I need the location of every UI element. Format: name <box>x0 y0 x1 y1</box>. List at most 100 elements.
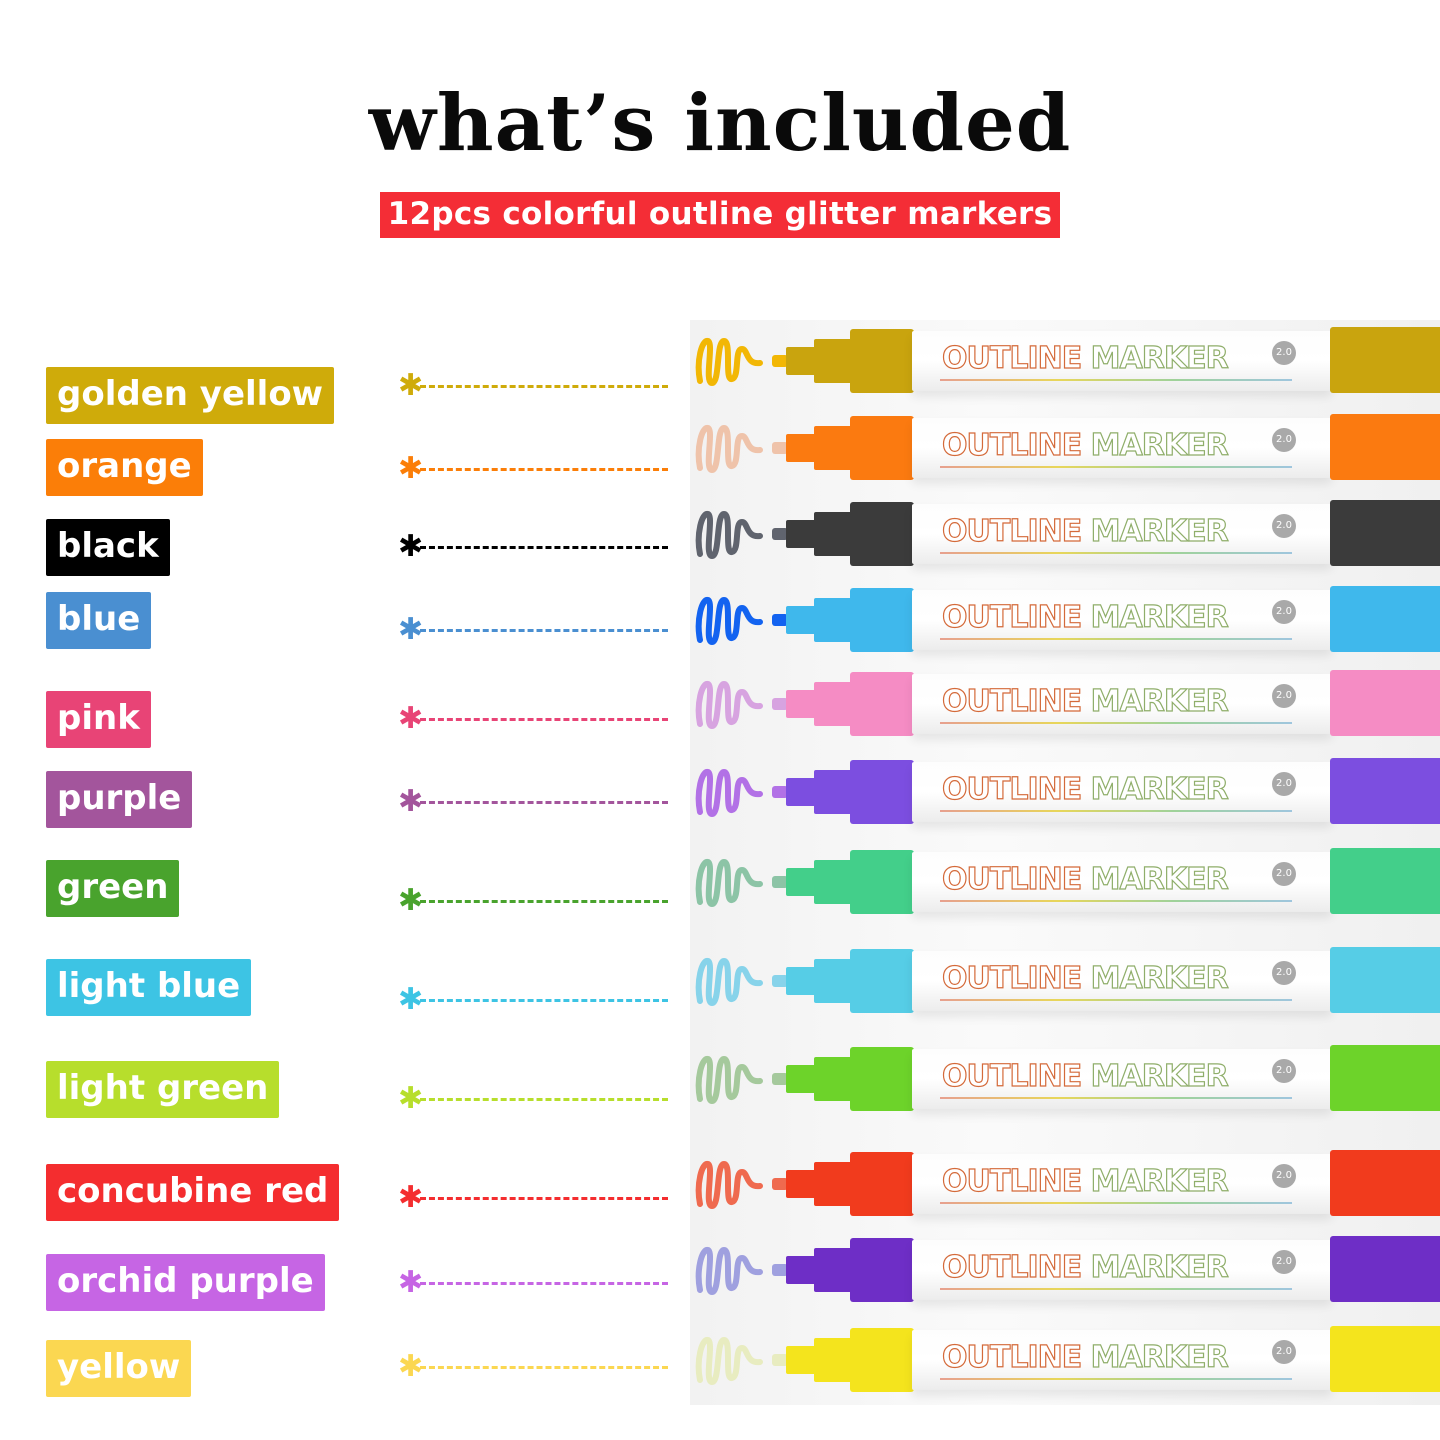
leader-line: ✱ <box>398 1084 668 1114</box>
asterisk-icon: ✱ <box>398 1349 424 1384</box>
color-label: orchid purple <box>46 1254 325 1311</box>
marker-cap <box>1330 1326 1440 1392</box>
color-label: golden yellow <box>46 367 335 424</box>
marker-nib <box>786 690 816 718</box>
color-label: black <box>46 519 170 576</box>
marker-tip <box>772 975 788 987</box>
marker-pen: OUTLINE MARKER 2.0 <box>690 1148 1440 1228</box>
marker-barrel: OUTLINE MARKER 2.0 <box>912 951 1332 1011</box>
marker-barrel: OUTLINE MARKER 2.0 <box>912 1049 1332 1109</box>
marker-brand-text: OUTLINE MARKER <box>941 1058 1229 1094</box>
tip-size-badge: 2.0 <box>1272 1340 1296 1364</box>
leader-line: ✱ <box>398 371 668 401</box>
ink-scribble-icon <box>695 1246 763 1296</box>
color-label: concubine red <box>46 1164 340 1221</box>
marker-nib <box>786 347 816 375</box>
tip-size-badge: 2.0 <box>1272 684 1296 708</box>
marker-cap <box>1330 947 1440 1013</box>
dashed-line <box>420 801 668 804</box>
marker-cap <box>1330 327 1440 393</box>
marker-cap <box>1330 758 1440 824</box>
marker-pen: OUTLINE MARKER 2.0 <box>690 584 1440 664</box>
leader-line: ✱ <box>398 1352 668 1382</box>
marker-brand-text: OUTLINE MARKER <box>941 427 1229 463</box>
dashed-line <box>420 1197 668 1200</box>
ink-scribble-icon <box>695 957 763 1007</box>
marker-tip <box>772 355 788 367</box>
marker-nib-holder <box>814 512 852 556</box>
marker-collar <box>850 588 914 652</box>
rainbow-rule <box>940 1288 1292 1290</box>
asterisk-icon: ✱ <box>398 368 424 403</box>
marker-nib <box>786 520 816 548</box>
marker-pen: OUTLINE MARKER 2.0 <box>690 945 1440 1025</box>
marker-cap <box>1330 1236 1440 1302</box>
tip-size-badge: 2.0 <box>1272 772 1296 796</box>
marker-brand-text: OUTLINE MARKER <box>941 960 1229 996</box>
dashed-line <box>420 1098 668 1101</box>
marker-cap <box>1330 500 1440 566</box>
leader-line: ✱ <box>398 704 668 734</box>
marker-pen: OUTLINE MARKER 2.0 <box>690 325 1440 405</box>
marker-cap <box>1330 670 1440 736</box>
marker-nib-holder <box>814 1338 852 1382</box>
marker-nib <box>786 778 816 806</box>
asterisk-icon: ✱ <box>398 451 424 486</box>
rainbow-rule <box>940 810 1292 812</box>
asterisk-icon: ✱ <box>398 529 424 564</box>
marker-nib-holder <box>814 1057 852 1101</box>
subtitle-banner: 12pcs colorful outline glitter markers <box>0 192 1440 238</box>
marker-tip <box>772 528 788 540</box>
marker-tip <box>772 1264 788 1276</box>
marker-collar <box>850 672 914 736</box>
marker-nib-holder <box>814 860 852 904</box>
subtitle: 12pcs colorful outline glitter markers <box>379 192 1061 238</box>
marker-brand-text: OUTLINE MARKER <box>941 1163 1229 1199</box>
marker-collar <box>850 502 914 566</box>
marker-barrel: OUTLINE MARKER 2.0 <box>912 762 1332 822</box>
dashed-line <box>420 1282 668 1285</box>
marker-barrel: OUTLINE MARKER 2.0 <box>912 1154 1332 1214</box>
marker-barrel: OUTLINE MARKER 2.0 <box>912 590 1332 650</box>
marker-brand-text: OUTLINE MARKER <box>941 861 1229 897</box>
ink-scribble-icon <box>695 510 763 560</box>
marker-nib <box>786 1065 816 1093</box>
marker-collar <box>850 850 914 914</box>
marker-nib-holder <box>814 1248 852 1292</box>
dashed-line <box>420 1366 668 1369</box>
marker-brand-text: OUTLINE MARKER <box>941 599 1229 635</box>
tip-size-badge: 2.0 <box>1272 341 1296 365</box>
marker-nib-holder <box>814 682 852 726</box>
color-label: green <box>46 860 180 917</box>
marker-collar <box>850 329 914 393</box>
marker-pen: OUTLINE MARKER 2.0 <box>690 412 1440 492</box>
leader-line: ✱ <box>398 1183 668 1213</box>
marker-barrel: OUTLINE MARKER 2.0 <box>912 852 1332 912</box>
rainbow-rule <box>940 722 1292 724</box>
marker-nib-holder <box>814 959 852 1003</box>
marker-photo: OUTLINE MARKER 2.0 OUTLINE MARKER 2.0 OU… <box>690 320 1440 1405</box>
color-label: purple <box>46 771 193 828</box>
color-label: yellow <box>46 1340 192 1397</box>
marker-brand-text: OUTLINE MARKER <box>941 771 1229 807</box>
ink-scribble-icon <box>695 1055 763 1105</box>
marker-nib <box>786 1256 816 1284</box>
dashed-line <box>420 999 668 1002</box>
color-label: light blue <box>46 959 252 1016</box>
marker-collar <box>850 1152 914 1216</box>
marker-barrel: OUTLINE MARKER 2.0 <box>912 331 1332 391</box>
page-title: what’s included <box>368 78 1072 169</box>
marker-collar <box>850 1047 914 1111</box>
marker-pen: OUTLINE MARKER 2.0 <box>690 1324 1440 1404</box>
marker-nib-holder <box>814 426 852 470</box>
rainbow-rule <box>940 1202 1292 1204</box>
tip-size-badge: 2.0 <box>1272 600 1296 624</box>
rainbow-rule <box>940 552 1292 554</box>
marker-collar <box>850 1328 914 1392</box>
tip-size-badge: 2.0 <box>1272 1164 1296 1188</box>
marker-nib <box>786 1346 816 1374</box>
rainbow-rule <box>940 999 1292 1001</box>
marker-tip <box>772 876 788 888</box>
dashed-line <box>420 546 668 549</box>
asterisk-icon: ✱ <box>398 1081 424 1116</box>
